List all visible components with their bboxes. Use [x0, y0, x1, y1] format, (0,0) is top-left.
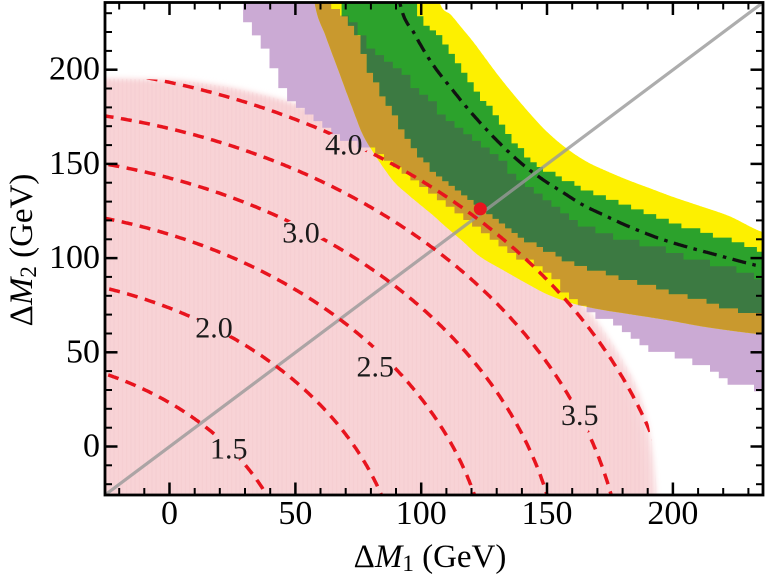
svg-text:2.0: 2.0 [195, 311, 233, 344]
svg-text:150: 150 [522, 495, 573, 532]
svg-text:2.5: 2.5 [356, 351, 394, 384]
svg-text:ΔM2 (GeV): ΔM2 (GeV) [4, 174, 41, 327]
svg-text:3.5: 3.5 [561, 399, 599, 432]
svg-text:150: 150 [49, 145, 100, 182]
svg-text:0: 0 [83, 428, 100, 465]
svg-text:100: 100 [49, 239, 100, 276]
svg-text:3.0: 3.0 [282, 216, 320, 249]
svg-text:200: 200 [647, 495, 698, 532]
svg-text:100: 100 [396, 495, 447, 532]
svg-text:ΔM1 (GeV): ΔM1 (GeV) [354, 539, 507, 576]
svg-text:50: 50 [66, 333, 100, 370]
svg-text:200: 200 [49, 51, 100, 88]
svg-text:1.5: 1.5 [210, 432, 248, 465]
svg-text:50: 50 [278, 495, 312, 532]
svg-text:0: 0 [161, 495, 178, 532]
svg-text:4.0: 4.0 [325, 129, 363, 162]
